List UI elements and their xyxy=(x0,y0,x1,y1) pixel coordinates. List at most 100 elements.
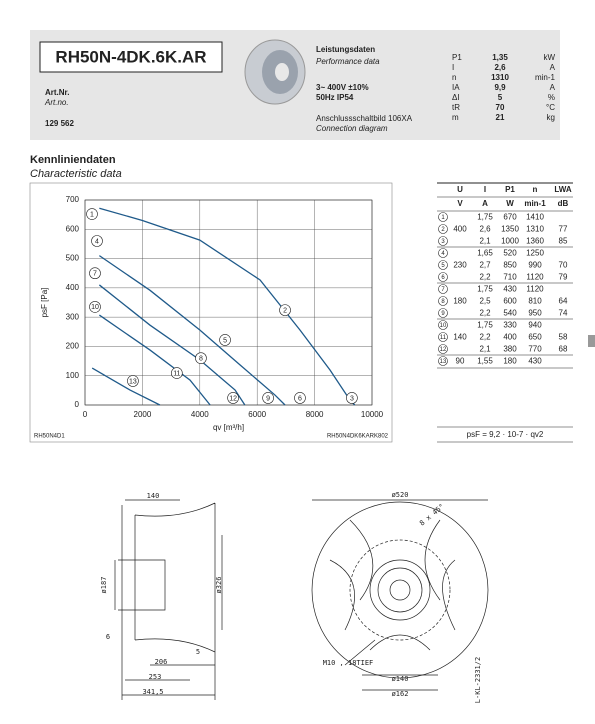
spec-symbol: m xyxy=(452,113,459,122)
table-unit: A xyxy=(482,199,488,208)
table-cell: 1,75 xyxy=(477,321,493,330)
point-label: 5 xyxy=(223,337,227,344)
dimension-label: 8 x 45° xyxy=(418,502,446,527)
point-marker xyxy=(219,334,231,346)
dimension-label: ø162 xyxy=(392,690,409,698)
table-cell: 5 xyxy=(441,263,445,269)
connection: Anschlussschaltbild 106XA xyxy=(316,114,413,123)
row-marker xyxy=(438,308,448,318)
table-cell: 70 xyxy=(559,261,568,270)
point-label: 13 xyxy=(129,378,137,385)
y-tick-label: 600 xyxy=(66,224,80,233)
x-tick-label: 2000 xyxy=(134,410,152,419)
x-tick-label: 4000 xyxy=(191,410,209,419)
curve xyxy=(91,367,161,406)
x-tick-label: 0 xyxy=(83,410,88,419)
table-cell: 6 xyxy=(441,275,445,281)
spec-value: 2,6 xyxy=(494,63,506,72)
y-tick-label: 100 xyxy=(66,371,80,380)
dimension-label: 206 xyxy=(155,658,168,666)
row-marker xyxy=(438,344,448,354)
spec-symbol: n xyxy=(452,73,456,82)
table-cell: 9 xyxy=(441,311,445,317)
row-marker xyxy=(438,296,448,306)
table-cell: 1250 xyxy=(526,249,544,258)
point-marker xyxy=(89,301,101,313)
footer-right: RH50N4DK6KARK802 xyxy=(327,434,389,440)
point-label: 8 xyxy=(199,355,203,362)
point-marker xyxy=(171,367,183,379)
table-cell: 2,7 xyxy=(479,261,491,270)
table-cell: 670 xyxy=(503,213,517,222)
row-marker xyxy=(438,224,448,234)
side-marker xyxy=(588,335,595,347)
point-label: 2 xyxy=(283,307,287,314)
table-cell: 64 xyxy=(559,297,568,306)
connection-en: Connection diagram xyxy=(316,124,388,133)
spec-value: 9,9 xyxy=(494,83,506,92)
table-cell: 1,75 xyxy=(477,213,493,222)
table-cell: 58 xyxy=(559,333,568,342)
table-cell: 180 xyxy=(453,297,467,306)
spec-unit: A xyxy=(550,83,556,92)
spec-symbol: IA xyxy=(452,83,460,92)
y-tick-label: 400 xyxy=(66,283,80,292)
x-axis-label: qv [m³/h] xyxy=(213,423,244,432)
spec-value: 1310 xyxy=(491,73,509,82)
dimension-label: L-KL-2331/2 xyxy=(474,657,482,703)
spec-symbol: P1 xyxy=(452,53,462,62)
table-cell: 8 xyxy=(441,299,445,305)
curve xyxy=(99,207,356,406)
table-header: n xyxy=(533,185,538,194)
table-cell: 2 xyxy=(441,227,445,233)
table-cell: 90 xyxy=(456,357,465,366)
art-label: Art.Nr. xyxy=(45,88,69,97)
y-tick-label: 0 xyxy=(75,400,80,409)
table-cell: 430 xyxy=(503,285,517,294)
table-cell: 7 xyxy=(441,287,445,293)
table-cell: 1 xyxy=(441,215,445,221)
curve xyxy=(98,255,286,406)
perf-title: Leistungsdaten xyxy=(316,45,375,54)
x-tick-label: 6000 xyxy=(248,410,266,419)
section-subtitle: Characteristic data xyxy=(30,168,122,180)
table-cell: 400 xyxy=(453,225,467,234)
table-cell: 1310 xyxy=(526,225,544,234)
table-cell: 950 xyxy=(528,309,542,318)
table-cell: 68 xyxy=(559,345,568,354)
table-cell: 330 xyxy=(503,321,517,330)
spec-unit: % xyxy=(548,93,555,102)
point-marker xyxy=(227,392,239,404)
row-marker xyxy=(438,356,448,366)
table-cell: 710 xyxy=(503,273,517,282)
spec-unit: kg xyxy=(547,113,555,122)
y-tick-label: 300 xyxy=(66,312,80,321)
table-cell: 650 xyxy=(528,333,542,342)
front-view xyxy=(311,499,489,691)
row-marker xyxy=(438,236,448,246)
table-unit: W xyxy=(506,199,514,208)
table-cell: 180 xyxy=(503,357,517,366)
table-cell: 2,1 xyxy=(479,345,491,354)
side-view xyxy=(114,499,223,700)
section-title: Kennliniendaten xyxy=(30,154,116,166)
point-marker xyxy=(86,208,98,220)
point-label: 11 xyxy=(173,370,180,377)
table-cell: 600 xyxy=(503,297,517,306)
table-cell: 1410 xyxy=(526,213,544,222)
table-cell: 1350 xyxy=(501,225,519,234)
spec-value: 21 xyxy=(496,113,505,122)
point-label: 6 xyxy=(298,395,302,402)
table-header: P1 xyxy=(505,185,515,194)
table-cell: 1,75 xyxy=(477,285,493,294)
table-cell: 430 xyxy=(528,357,542,366)
spec-unit: °C xyxy=(546,103,555,112)
art-no: 129 562 xyxy=(45,119,74,128)
table-header: I xyxy=(484,185,486,194)
point-label: 4 xyxy=(95,238,99,245)
table-cell: 1,65 xyxy=(477,249,493,258)
spec-value: 70 xyxy=(496,103,505,112)
spec-symbol: tR xyxy=(452,103,460,112)
voltage: 3~ 400V ±10% xyxy=(316,83,369,92)
table-cell: 990 xyxy=(528,261,542,270)
